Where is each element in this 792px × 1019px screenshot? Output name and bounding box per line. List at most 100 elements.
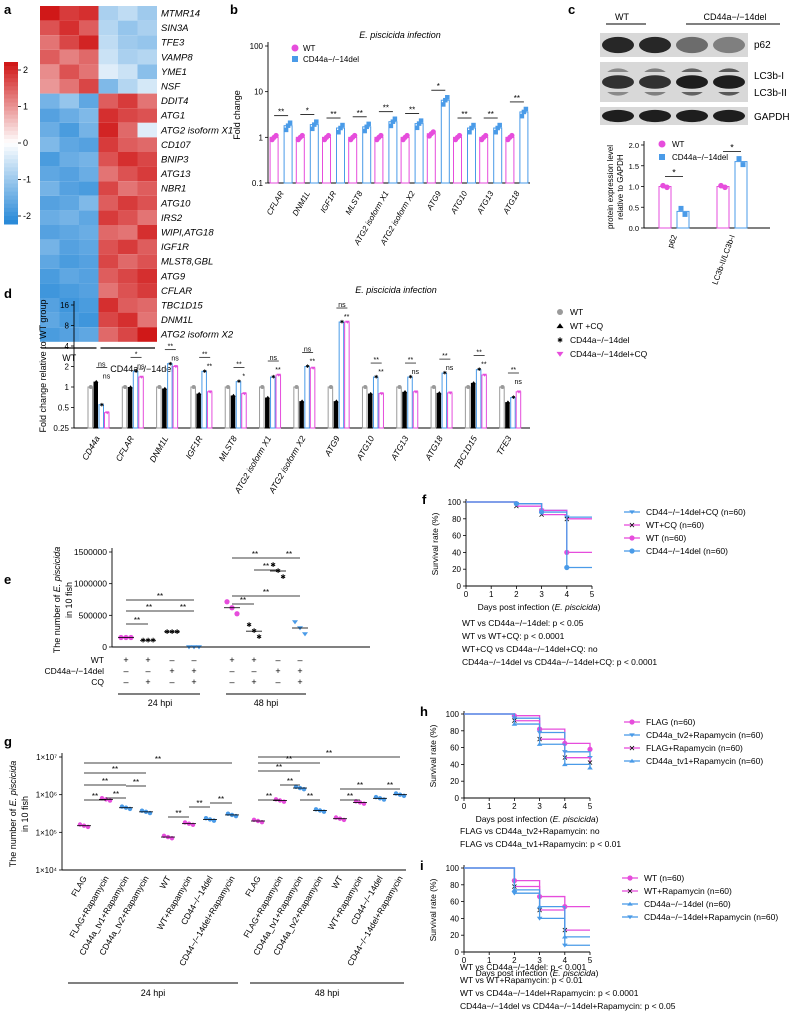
x-tick-label: 3 xyxy=(537,802,542,811)
legend-marker xyxy=(629,733,635,738)
heatmap-cell xyxy=(137,64,157,79)
y-tick-label: 4 xyxy=(65,342,70,351)
heatmap-cell xyxy=(79,181,99,196)
bar-wt xyxy=(453,136,462,184)
legend-label: WT (n=60) xyxy=(646,533,686,543)
heatmap-cell xyxy=(118,35,138,50)
gapdh-band xyxy=(676,109,708,123)
data-point-ko xyxy=(469,125,474,131)
legend-marker xyxy=(629,758,635,763)
legend-label: WT+Rapamycin (n=60) xyxy=(644,886,732,896)
heatmap-cell xyxy=(118,283,138,298)
x-tick-label: ATG10 xyxy=(449,189,470,216)
heatmap-cell xyxy=(98,64,118,79)
bar xyxy=(241,393,247,429)
heatmap-cell xyxy=(137,195,157,211)
survival-curve xyxy=(466,501,592,554)
heatmap-cell xyxy=(59,122,79,138)
sig-mark: ** xyxy=(511,367,517,374)
heatmap-cell xyxy=(40,166,60,182)
bar xyxy=(304,366,310,429)
data-point xyxy=(310,366,316,370)
data-point-ko xyxy=(519,113,525,119)
gene-label: ATG2 isoform X1 xyxy=(160,125,233,136)
heatmap-cell xyxy=(59,327,79,342)
data-point-ko xyxy=(682,211,688,217)
legend-marker xyxy=(627,901,633,906)
colorbar-segment xyxy=(4,102,18,108)
bar xyxy=(93,381,98,428)
data-point xyxy=(345,320,350,324)
data-point xyxy=(123,385,128,389)
sig-mark: ** xyxy=(357,109,363,118)
x-tick-label: FLAG xyxy=(69,874,89,898)
heatmap-cell xyxy=(79,166,99,182)
x-tick-label: 5 xyxy=(590,590,595,599)
stat-label: CD44a−/−14del vs CD44a−/−14del+CQ: p < 0… xyxy=(462,657,657,667)
x-axis-label: Days post infection (E. piscicida) xyxy=(476,814,599,824)
row-value: + xyxy=(169,666,174,676)
data-point-wt xyxy=(352,132,358,139)
data-point xyxy=(431,385,436,389)
heatmap-cell xyxy=(137,6,157,21)
heatmap-cell xyxy=(98,6,118,21)
legend-label: CD44−/−14del+CQ (n=60) xyxy=(646,507,746,517)
data-point-ko xyxy=(740,162,746,168)
heatmap-cell xyxy=(79,298,99,313)
heatmap-cell xyxy=(137,283,157,298)
chart-title: E. piscicida infection xyxy=(359,30,441,40)
data-point-wt xyxy=(430,129,436,135)
gene-label: ATG13 xyxy=(160,169,191,180)
heatmap-cell xyxy=(40,312,60,328)
y-axis-label: The number of E. piscicida xyxy=(8,761,18,868)
bar xyxy=(224,386,231,429)
data-point xyxy=(334,399,339,403)
group-label: CD44a−/−14del xyxy=(110,364,173,374)
x-tick-label: 3 xyxy=(539,590,544,599)
p62-band xyxy=(639,36,671,54)
heatmap-cell xyxy=(118,210,138,225)
x-tick-label: IGF1R xyxy=(319,189,339,214)
x-tick-label: DNM1L xyxy=(291,190,312,218)
bar-wt xyxy=(479,136,489,184)
heatmap-cell xyxy=(79,239,99,255)
colorbar-segment xyxy=(4,147,18,152)
y-tick-label: 1 xyxy=(259,133,264,142)
heatmap-cell xyxy=(79,195,99,211)
colorbar-segment xyxy=(4,211,18,217)
sig-mark: ** xyxy=(266,792,272,801)
x-tick-label: 4 xyxy=(565,590,570,599)
data-point-ko xyxy=(310,126,315,132)
heatmap-cell xyxy=(59,108,79,123)
row-value: – xyxy=(229,677,234,687)
data-point xyxy=(292,620,298,625)
survival-curve xyxy=(464,713,591,750)
heatmap-cell xyxy=(98,122,118,138)
colorbar-segment xyxy=(4,207,18,213)
sig-mark: ** xyxy=(236,362,242,369)
stat-label: WT vs CD44a−/−14del: p < 0.001 xyxy=(460,962,587,972)
x-tick-label: FLAG xyxy=(243,874,263,898)
gene-label: TBC1D15 xyxy=(161,301,203,312)
panel-letter: f xyxy=(422,492,427,507)
data-point xyxy=(511,721,518,726)
sig-mark: ** xyxy=(383,104,389,113)
blot-background xyxy=(600,72,748,92)
data-point xyxy=(302,632,308,637)
heatmap-cell xyxy=(137,166,157,182)
data-point xyxy=(564,564,570,571)
bar xyxy=(515,391,522,429)
bar xyxy=(396,386,402,429)
x-tick-label: WT xyxy=(157,874,172,890)
panel-letter: d xyxy=(4,286,12,301)
survival-curve xyxy=(464,867,590,931)
sig-mark: ** xyxy=(442,353,448,360)
colorbar-segment xyxy=(4,163,18,168)
gene-label: IGF1R xyxy=(161,242,189,253)
heatmap-cell xyxy=(40,152,60,167)
bar xyxy=(127,387,133,428)
x-tick-label: ATG13 xyxy=(388,434,410,463)
row-value: + xyxy=(145,655,150,665)
row-value: – xyxy=(123,677,128,687)
data-point xyxy=(231,393,236,397)
